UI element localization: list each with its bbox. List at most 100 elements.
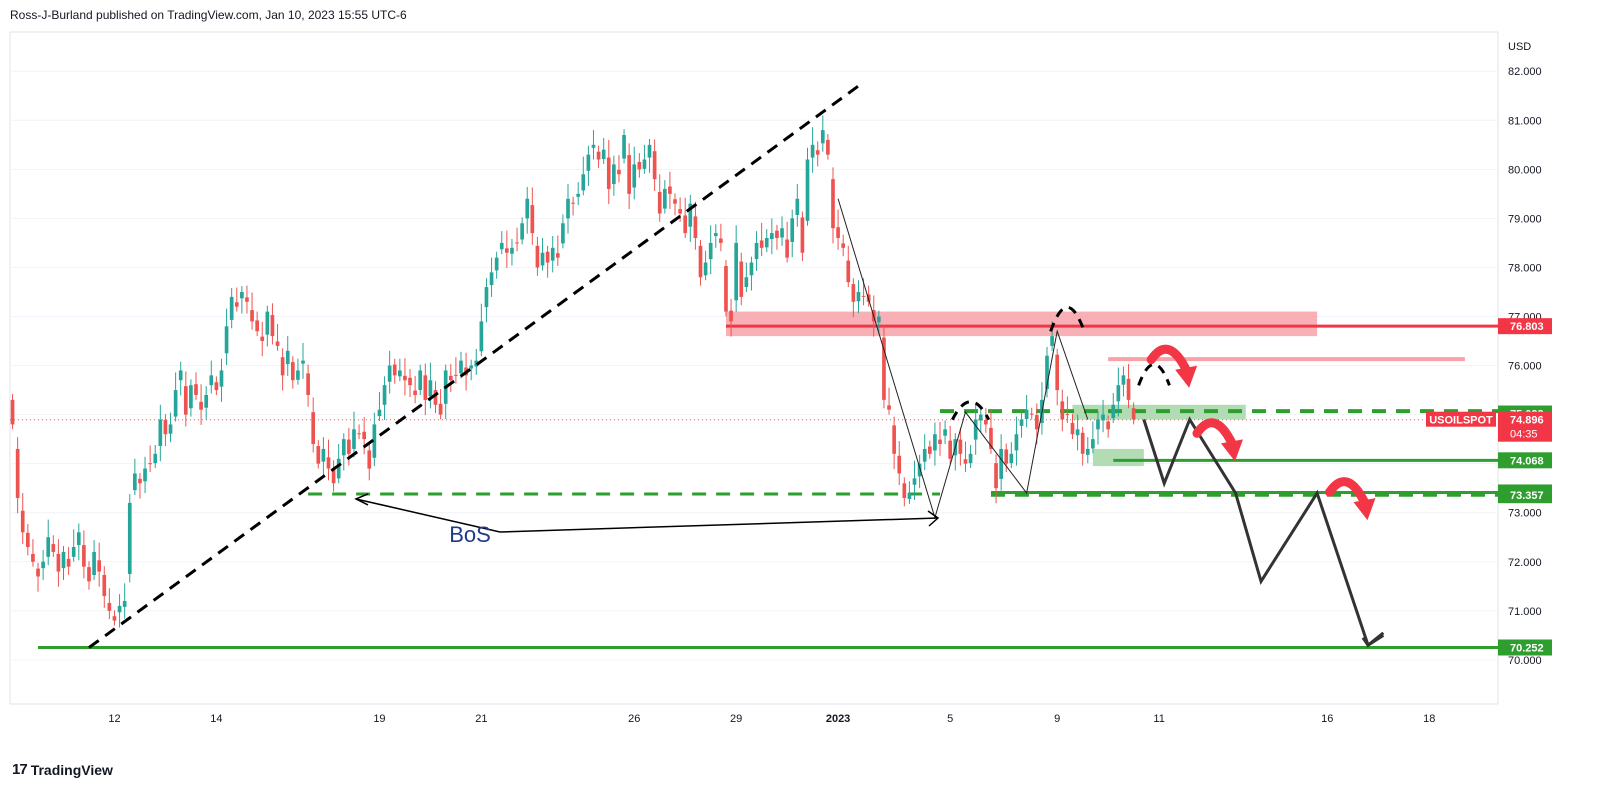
candle-body: [36, 568, 40, 577]
candle-body: [820, 130, 825, 144]
candle-body: [423, 375, 428, 400]
candle-body: [627, 155, 631, 194]
candle-body: [448, 375, 453, 381]
candle-body: [1126, 378, 1131, 400]
bos-label: BoS: [449, 522, 491, 547]
candle-body: [66, 558, 71, 567]
candle-body: [892, 425, 896, 454]
candle-body: [815, 150, 820, 155]
price-label-bg: [1498, 452, 1552, 469]
candle-body: [1116, 385, 1121, 402]
candle-body: [586, 154, 591, 171]
price-chart[interactable]: USD 70.00071.00072.00073.00074.00075.000…: [0, 28, 1602, 776]
candle-body: [948, 440, 953, 459]
candle-body: [637, 161, 642, 170]
candle-body: [357, 433, 361, 435]
candle-body: [790, 218, 795, 242]
candle-body: [56, 553, 61, 572]
candle-body: [917, 463, 922, 477]
candle-body: [163, 419, 168, 435]
candle-body: [403, 375, 407, 381]
candle-body: [234, 302, 239, 307]
publish-info: Ross-J-Burland published on TradingView.…: [10, 8, 407, 22]
candle-body: [673, 199, 677, 204]
candle-body: [1111, 404, 1116, 419]
candle-body: [26, 532, 30, 548]
pattern-outline: [837, 198, 1089, 520]
candle-body: [1080, 432, 1085, 454]
candle-body: [678, 209, 682, 214]
candle-body: [387, 365, 392, 382]
candle-body: [494, 257, 499, 271]
candle-body: [301, 360, 305, 364]
candle-body: [367, 450, 372, 469]
x-tick-label: 29: [730, 713, 742, 725]
candle-body: [882, 337, 886, 400]
projection-path: [1142, 416, 1385, 648]
candle-body: [489, 272, 494, 286]
candle-body: [510, 247, 514, 254]
candle-body: [41, 561, 45, 569]
footer: 17 TradingView: [12, 761, 113, 778]
candle-body: [250, 310, 254, 322]
candle-body: [189, 385, 193, 409]
candle-body: [173, 390, 178, 417]
candle-body: [617, 169, 621, 175]
candle-body: [392, 364, 397, 376]
candle-body: [204, 394, 209, 408]
candle-body: [71, 547, 76, 557]
countdown-text: 04:35: [1510, 429, 1538, 441]
candle-body: [290, 362, 295, 381]
y-tick-label: 81.000: [1508, 115, 1542, 127]
candle-body: [505, 248, 509, 253]
candle-body: [1004, 449, 1009, 464]
candle-body: [311, 412, 316, 445]
candle-body: [1075, 429, 1080, 436]
candle-body: [657, 191, 662, 214]
candle-body: [148, 463, 152, 465]
candle-body: [87, 567, 91, 582]
plot-border: [9, 31, 1499, 705]
candle-body: [535, 245, 540, 268]
candle-body: [805, 159, 810, 221]
candle-body: [596, 151, 601, 160]
candle-body: [20, 510, 25, 533]
trendline-dashed: [88, 84, 860, 649]
candle-body: [719, 238, 723, 243]
shoulder-arc-dashed: [1049, 306, 1086, 332]
candle-body: [994, 463, 998, 489]
candle-body: [581, 174, 586, 191]
shoulder-arc-dashed: [951, 400, 991, 421]
candle-body: [352, 429, 356, 449]
candle-body: [336, 458, 341, 479]
candles: [10, 115, 1136, 628]
candle-body: [270, 315, 275, 337]
price-label-text: 74.896: [1510, 415, 1544, 427]
candle-body: [1085, 448, 1090, 455]
y-tick-label: 82.000: [1508, 66, 1542, 78]
candle-body: [550, 247, 555, 261]
candle-body: [82, 545, 86, 567]
candle-body: [418, 370, 423, 391]
candle-body: [938, 439, 942, 445]
x-axis: 12 14 19 21 26 29 2023 5 9 11 16 18: [108, 713, 1435, 725]
y-tick-label: 72.000: [1508, 557, 1542, 569]
candle-body: [143, 468, 147, 482]
y-tick-label: 80.000: [1508, 164, 1542, 176]
candle-body: [601, 149, 606, 160]
candle-body: [15, 448, 20, 498]
candle-body: [133, 473, 137, 491]
candle-body: [571, 202, 575, 204]
candle-body: [209, 375, 214, 386]
candle-body: [97, 560, 102, 572]
y-tick-label: 73.000: [1508, 508, 1542, 520]
candle-body: [347, 439, 351, 454]
candle-body: [372, 424, 377, 458]
candle-body: [795, 198, 800, 215]
candle-body: [469, 365, 474, 369]
x-tick-label: 21: [475, 713, 487, 725]
y-tick-label: 78.000: [1508, 262, 1542, 274]
candle-body: [1029, 413, 1034, 415]
y-tick-label: 76.000: [1508, 361, 1542, 373]
support-zone-lower: [1092, 448, 1144, 467]
